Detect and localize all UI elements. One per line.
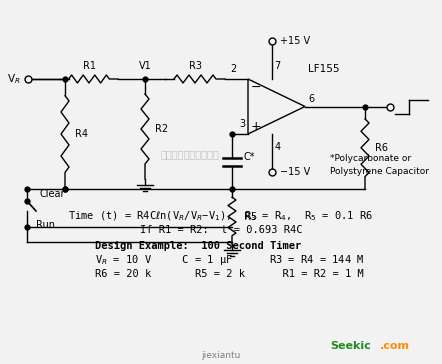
Text: 杭州将客科技有限公司: 杭州将客科技有限公司 <box>160 149 219 159</box>
Text: Run: Run <box>36 220 55 230</box>
Text: If R1 = R2:  t = 0.693 R4C: If R1 = R2: t = 0.693 R4C <box>140 225 302 235</box>
Text: R5: R5 <box>244 211 257 222</box>
Text: 6: 6 <box>308 94 314 103</box>
Text: R1: R1 <box>83 61 95 71</box>
Text: R3: R3 <box>188 61 202 71</box>
Text: LF155: LF155 <box>308 64 339 74</box>
Text: Design Example:  100 Second Timer: Design Example: 100 Second Timer <box>95 241 301 251</box>
Text: 3: 3 <box>239 119 245 129</box>
Text: +15 V: +15 V <box>279 36 310 46</box>
Text: R2: R2 <box>155 124 168 134</box>
Text: V1: V1 <box>139 61 151 71</box>
Text: V$_R$ = 10 V     C = 1 μF      R3 = R4 = 144 M: V$_R$ = 10 V C = 1 μF R3 = R4 = 144 M <box>95 253 364 267</box>
Text: C*: C* <box>244 151 255 162</box>
Text: *Polycarbonate or
Polystyrene Capacitor: *Polycarbonate or Polystyrene Capacitor <box>330 154 429 175</box>
Text: 7: 7 <box>274 61 281 71</box>
Text: R6: R6 <box>375 143 388 153</box>
Text: R4: R4 <box>75 129 88 139</box>
Text: 2: 2 <box>230 64 236 74</box>
Text: 4: 4 <box>274 142 281 152</box>
Text: Seekic: Seekic <box>330 341 371 351</box>
Text: R6 = 20 k       R5 = 2 k      R1 = R2 = 1 M: R6 = 20 k R5 = 2 k R1 = R2 = 1 M <box>95 269 364 279</box>
Text: V$_R$: V$_R$ <box>7 72 21 86</box>
Text: jiexiantu: jiexiantu <box>201 352 241 360</box>
Text: Time (t) = R4C$\ell$n(V$_R$/V$_R$−V$_1$),  R$_3$ = R$_4$,  R$_5$ = 0.1 R6: Time (t) = R4C$\ell$n(V$_R$/V$_R$−V$_1$)… <box>69 209 373 223</box>
Text: .com: .com <box>380 341 410 351</box>
Text: +: + <box>251 119 261 132</box>
Text: −: − <box>251 80 261 94</box>
Text: Clear: Clear <box>40 189 65 199</box>
Text: −15 V: −15 V <box>279 167 310 177</box>
